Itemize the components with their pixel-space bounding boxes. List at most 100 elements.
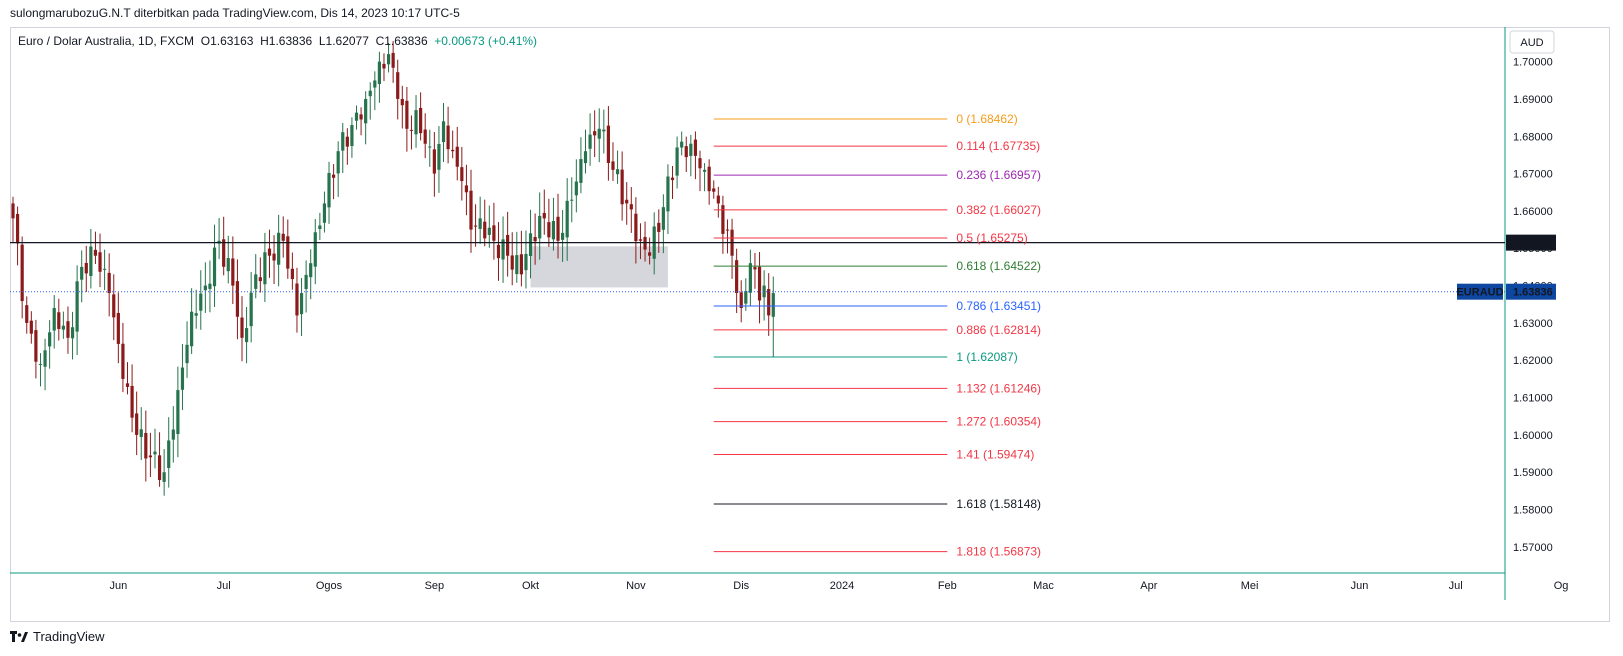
candle-body[interactable]: [739, 292, 743, 308]
candle-body[interactable]: [702, 169, 707, 172]
candle-body[interactable]: [368, 90, 372, 97]
candle-body[interactable]: [107, 272, 111, 294]
candle-body[interactable]: [460, 167, 464, 182]
candle-body[interactable]: [593, 131, 597, 136]
candle-body[interactable]: [510, 255, 514, 270]
candle-body[interactable]: [469, 190, 473, 230]
candle-body[interactable]: [318, 225, 322, 230]
candle-body[interactable]: [281, 233, 285, 241]
candle-body[interactable]: [441, 121, 446, 143]
candle-body[interactable]: [428, 146, 432, 148]
candle-body[interactable]: [263, 252, 267, 285]
candle-body[interactable]: [725, 229, 730, 231]
candle-body[interactable]: [48, 332, 52, 347]
candle-body[interactable]: [34, 330, 38, 362]
candle-body[interactable]: [75, 281, 79, 332]
candle-body[interactable]: [185, 344, 189, 364]
candle-body[interactable]: [89, 246, 93, 277]
candle-body[interactable]: [693, 139, 698, 156]
candle-body[interactable]: [112, 294, 116, 318]
candle-body[interactable]: [354, 112, 359, 121]
candle-body[interactable]: [212, 247, 217, 287]
candle-body[interactable]: [249, 292, 253, 327]
candle-body[interactable]: [130, 385, 134, 418]
candle-body[interactable]: [240, 317, 244, 338]
candle-body[interactable]: [313, 232, 317, 267]
candle-body[interactable]: [144, 432, 148, 459]
candle-body[interactable]: [167, 440, 171, 468]
candle-body[interactable]: [533, 237, 537, 242]
candle-body[interactable]: [290, 268, 294, 280]
tradingview-logo-icon[interactable]: [10, 630, 28, 643]
candle-body[interactable]: [377, 61, 381, 84]
candle-body[interactable]: [57, 312, 61, 329]
candle-body[interactable]: [304, 274, 308, 289]
candle-body[interactable]: [148, 455, 152, 458]
candle-body[interactable]: [364, 98, 368, 124]
candle-body[interactable]: [382, 63, 386, 69]
candle-body[interactable]: [625, 199, 629, 204]
candle-body[interactable]: [707, 166, 711, 192]
candle-body[interactable]: [103, 268, 107, 270]
candle-body[interactable]: [226, 258, 230, 272]
candle-body[interactable]: [606, 125, 610, 163]
candle-body[interactable]: [350, 125, 354, 147]
candle-body[interactable]: [675, 147, 679, 176]
candle-body[interactable]: [666, 176, 670, 212]
candle-body[interactable]: [190, 311, 194, 347]
candle-body[interactable]: [657, 222, 661, 232]
candle-body[interactable]: [771, 293, 775, 317]
candle-body[interactable]: [121, 343, 125, 379]
candle-body[interactable]: [570, 199, 574, 201]
candle-body[interactable]: [473, 225, 478, 227]
brand-name[interactable]: TradingView: [33, 629, 105, 644]
candle-body[interactable]: [176, 390, 180, 435]
candle-body[interactable]: [199, 293, 203, 311]
candle-body[interactable]: [386, 54, 391, 65]
candle-body[interactable]: [712, 188, 716, 192]
candle-body[interactable]: [602, 129, 606, 132]
candle-body[interactable]: [744, 291, 748, 304]
candle-body[interactable]: [487, 227, 491, 235]
candle-body[interactable]: [135, 413, 139, 435]
candle-body[interactable]: [231, 258, 235, 286]
candle-body[interactable]: [93, 249, 98, 256]
candle-body[interactable]: [43, 350, 47, 367]
candle-body[interactable]: [643, 236, 647, 250]
candle-body[interactable]: [194, 313, 198, 316]
candle-body[interactable]: [451, 149, 455, 152]
candle-body[interactable]: [588, 134, 592, 149]
candle-body[interactable]: [153, 451, 157, 455]
candle-body[interactable]: [400, 98, 404, 106]
candle-body[interactable]: [84, 262, 88, 274]
candle-body[interactable]: [437, 143, 441, 170]
candle-body[interactable]: [661, 207, 665, 230]
candle-body[interactable]: [753, 267, 757, 270]
candle-body[interactable]: [538, 215, 542, 239]
candle-body[interactable]: [551, 221, 556, 240]
candle-body[interactable]: [295, 283, 299, 316]
candle-body[interactable]: [748, 263, 752, 293]
candle-body[interactable]: [345, 136, 349, 147]
candle-body[interactable]: [689, 143, 693, 156]
candle-body[interactable]: [66, 321, 70, 338]
candle-body[interactable]: [721, 205, 725, 234]
candle-body[interactable]: [15, 213, 20, 244]
candle-body[interactable]: [405, 100, 409, 129]
candle-body[interactable]: [757, 266, 762, 301]
candle-body[interactable]: [634, 213, 638, 242]
support-zone[interactable]: [530, 246, 668, 288]
candle-body[interactable]: [547, 222, 551, 238]
currency-box[interactable]: [1509, 30, 1555, 54]
candle-body[interactable]: [254, 274, 258, 289]
candle-body[interactable]: [180, 367, 185, 390]
candle-body[interactable]: [171, 429, 175, 440]
candle-body[interactable]: [501, 239, 505, 260]
candle-body[interactable]: [680, 141, 684, 148]
candle-body[interactable]: [244, 328, 249, 343]
candle-body[interactable]: [515, 255, 519, 275]
candle-body[interactable]: [579, 159, 583, 183]
candle-body[interactable]: [341, 132, 345, 151]
candle-body[interactable]: [20, 244, 24, 302]
